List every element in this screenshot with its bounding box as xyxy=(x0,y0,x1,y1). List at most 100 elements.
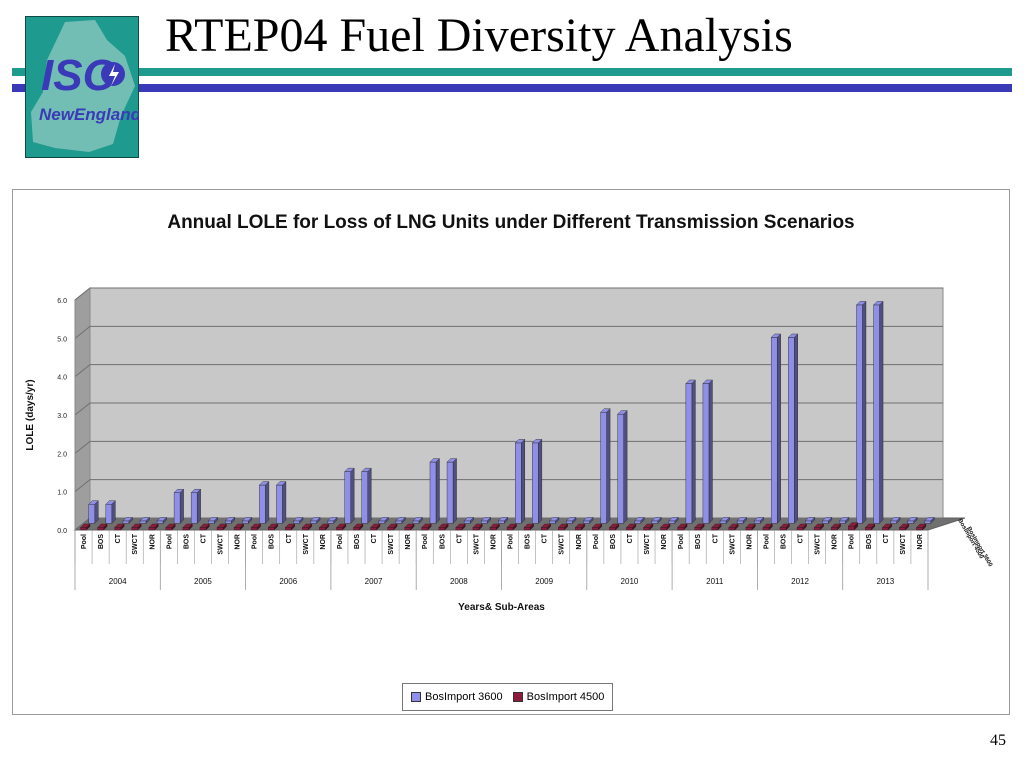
bar-bosimport-4500-2005-swct xyxy=(216,523,227,531)
bar-bosimport-4500-2009-nor xyxy=(574,523,586,531)
bar-bosimport-3600-2008-nor xyxy=(497,516,509,524)
x-subarea-label: NOR xyxy=(746,534,753,550)
bar-bosimport-4500-2010-bos xyxy=(608,523,620,531)
bar-bosimport-3600-2011-bos xyxy=(702,379,713,524)
x-year-label: 2013 xyxy=(876,577,894,586)
x-subarea-label: SWCT xyxy=(559,533,566,554)
bar-bosimport-4500-2009-ct xyxy=(540,523,552,531)
bar-bosimport-4500-2012-ct xyxy=(796,523,808,531)
bar-bosimport-4500-2004-bos xyxy=(97,523,108,531)
x-subarea-label: Pool xyxy=(337,534,344,549)
x-subarea-label: Pool xyxy=(763,534,770,549)
y-tick-label: 6.0 xyxy=(57,298,67,305)
bar-bosimport-4500-2011-swct xyxy=(728,523,739,531)
bar-bosimport-3600-2007-pool xyxy=(344,467,355,524)
bar-bosimport-4500-2005-bos xyxy=(182,523,193,531)
legend-item-3600: BosImport 3600 xyxy=(411,691,503,703)
bar-bosimport-4500-2006-pool xyxy=(250,523,262,531)
bar-bosimport-3600-2010-nor xyxy=(668,516,679,524)
gridline-side xyxy=(74,287,91,301)
bar-bosimport-3600-2009-pool xyxy=(514,438,526,524)
x-subarea-label: NOR xyxy=(917,534,924,550)
bar-bosimport-4500-2008-swct xyxy=(472,523,483,531)
bar-bosimport-3600-2011-swct xyxy=(736,516,748,524)
header-rule-teal xyxy=(12,68,1012,76)
bar-bosimport-3600-2008-ct xyxy=(463,516,475,524)
bar-bosimport-4500-2007-nor xyxy=(404,523,415,531)
bar-bosimport-3600-2005-nor xyxy=(241,516,253,524)
x-subarea-label: NOR xyxy=(405,534,412,550)
bar-bosimport-3600-2011-pool xyxy=(685,379,696,524)
bar-bosimport-4500-2006-ct xyxy=(284,523,296,531)
bar-bosimport-3600-2006-nor xyxy=(327,516,338,524)
x-subarea-label: NOR xyxy=(235,534,242,550)
x-subarea-label: NOR xyxy=(661,534,668,550)
bar-bosimport-3600-2005-bos xyxy=(190,488,202,524)
y-tick-label: 1.0 xyxy=(57,490,67,497)
bar-bosimport-3600-2012-pool xyxy=(770,333,782,524)
x-subarea-label: CT xyxy=(200,533,207,543)
bar-bosimport-4500-2007-swct xyxy=(387,523,398,531)
bar-bosimport-4500-2011-pool xyxy=(677,523,688,531)
y-tick-label: 5.0 xyxy=(57,336,67,343)
x-subarea-label: BOS xyxy=(269,534,276,550)
bar-bosimport-4500-2006-bos xyxy=(267,523,279,531)
bar-bosimport-3600-2006-swct xyxy=(310,516,321,524)
bar-bosimport-3600-2012-nor xyxy=(838,516,850,524)
chart-legend: BosImport 3600 BosImport 4500 xyxy=(402,683,614,711)
x-subarea-label: CT xyxy=(627,533,634,543)
bar-bosimport-3600-2012-swct xyxy=(821,516,833,524)
gridline-side xyxy=(74,517,91,531)
x-subarea-label: Pool xyxy=(849,534,856,549)
bar-bosimport-3600-2008-swct xyxy=(480,516,492,524)
x-subarea-label: BOS xyxy=(610,534,617,550)
x-subarea-label: SWCT xyxy=(815,533,822,554)
x-year-label: 2008 xyxy=(450,577,468,586)
x-subarea-label: SWCT xyxy=(900,533,907,554)
bar-bosimport-3600-2009-bos xyxy=(531,438,543,524)
bar-bosimport-3600-2004-swct xyxy=(139,516,150,524)
bar-bosimport-4500-2005-nor xyxy=(233,523,245,531)
legend-swatch-4500 xyxy=(512,692,523,702)
x-subarea-label: BOS xyxy=(183,534,190,550)
legend-label-3600: BosImport 3600 xyxy=(425,691,503,703)
x-subarea-label: BOS xyxy=(98,534,105,550)
x-subarea-label: CT xyxy=(883,533,890,543)
bar-bosimport-4500-2008-bos xyxy=(438,523,449,531)
x-subarea-label: BOS xyxy=(780,534,787,550)
bar-bosimport-3600-2010-ct xyxy=(634,516,645,524)
x-subarea-label: Pool xyxy=(593,534,600,549)
x-subarea-label: SWCT xyxy=(473,533,480,554)
y-tick-label: 3.0 xyxy=(57,413,67,420)
bar-bosimport-3600-2004-nor xyxy=(156,516,168,524)
bar-bosimport-4500-2004-nor xyxy=(148,523,159,531)
bar-bosimport-3600-2004-bos xyxy=(105,500,116,524)
x-year-label: 2007 xyxy=(365,577,383,586)
bar-bosimport-4500-2012-nor xyxy=(830,523,842,531)
bar-bosimport-4500-2008-nor xyxy=(489,523,500,531)
bar-bosimport-3600-2006-bos xyxy=(275,481,287,524)
x-subarea-label: CT xyxy=(798,533,805,543)
x-subarea-label: SWCT xyxy=(303,533,310,554)
bar-bosimport-3600-2009-ct xyxy=(548,516,560,524)
x-subarea-label: SWCT xyxy=(388,533,395,554)
bar-bosimport-4500-2005-pool xyxy=(165,523,176,531)
bar-bosimport-4500-2008-ct xyxy=(455,523,466,531)
x-subarea-label: BOS xyxy=(439,534,446,550)
bar-bosimport-3600-2007-bos xyxy=(361,467,372,524)
bar-bosimport-4500-2007-bos xyxy=(353,523,364,531)
x-subarea-label: NOR xyxy=(576,534,583,550)
bar-bosimport-3600-2013-ct xyxy=(890,516,901,524)
x-year-label: 2005 xyxy=(194,577,212,586)
x-subarea-label: Pool xyxy=(678,534,685,549)
bar-bosimport-3600-2008-bos xyxy=(446,458,458,524)
x-subarea-label: CT xyxy=(115,533,122,543)
x-year-label: 2004 xyxy=(109,577,127,586)
lole-bar-chart: 0.0 1.0 2.0 3.0 4.0 5.0 6.0 LOLE (days/yr) Pool B… xyxy=(25,286,993,613)
bar-bosimport-4500-2010-pool xyxy=(591,523,603,531)
bar-bosimport-4500-2009-swct xyxy=(557,523,569,531)
x-subarea-label: BOS xyxy=(354,534,361,550)
x-subarea-label: SWCT xyxy=(132,533,139,554)
x-subarea-label: NOR xyxy=(832,534,839,550)
bar-bosimport-4500-2011-ct xyxy=(711,523,722,531)
